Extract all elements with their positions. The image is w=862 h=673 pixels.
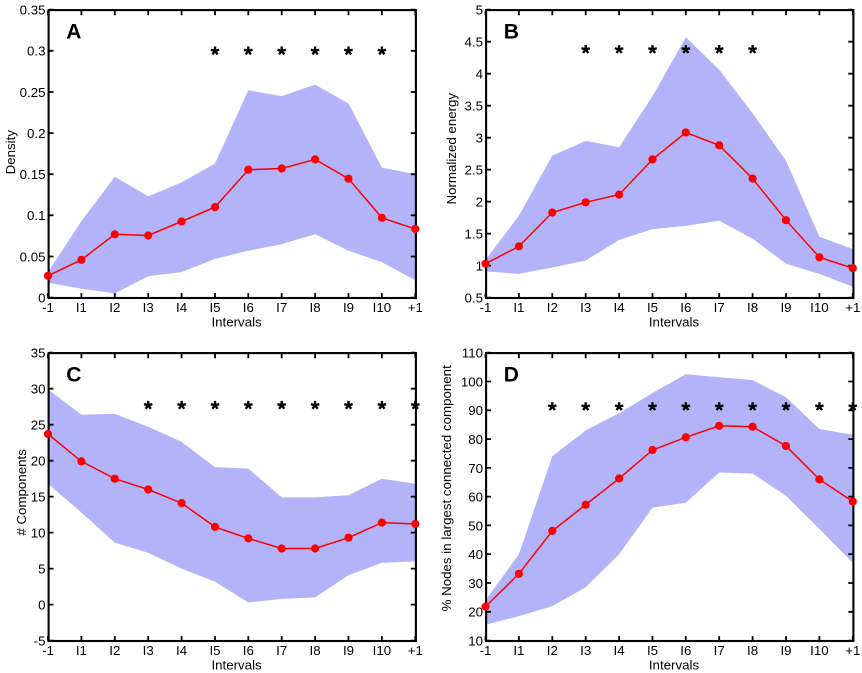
svg-text:3.5: 3.5 <box>465 99 484 114</box>
svg-text:I9: I9 <box>343 300 354 315</box>
svg-text:+1: +1 <box>408 300 423 315</box>
svg-text:2.5: 2.5 <box>465 163 484 178</box>
svg-text:0: 0 <box>38 291 45 306</box>
svg-text:20: 20 <box>468 605 483 620</box>
svg-text:80: 80 <box>468 432 483 447</box>
svg-text:30: 30 <box>468 576 483 591</box>
svg-text:Intervals: Intervals <box>649 658 700 673</box>
svg-text:110: 110 <box>462 346 483 361</box>
svg-text:50: 50 <box>468 518 483 533</box>
svg-text:5: 5 <box>476 3 483 18</box>
svg-text:4: 4 <box>476 67 483 82</box>
svg-text:I2: I2 <box>547 643 558 658</box>
svg-text:I6: I6 <box>680 643 691 658</box>
svg-text:I6: I6 <box>243 300 254 315</box>
svg-text:0.5: 0.5 <box>465 291 484 306</box>
svg-text:I5: I5 <box>647 300 658 315</box>
svg-text:I7: I7 <box>714 300 725 315</box>
svg-text:0.3: 0.3 <box>27 44 46 59</box>
svg-text:I7: I7 <box>714 643 725 658</box>
svg-text:0.35: 0.35 <box>20 3 46 18</box>
svg-text:I5: I5 <box>647 643 658 658</box>
svg-text:% Nodes in largest connected c: % Nodes in largest connected component <box>439 365 454 611</box>
svg-text:100: 100 <box>461 374 483 389</box>
svg-text:I6: I6 <box>680 300 691 315</box>
svg-text:I3: I3 <box>143 300 154 315</box>
svg-text:I8: I8 <box>747 643 758 658</box>
svg-text:90: 90 <box>468 403 483 418</box>
svg-text:I9: I9 <box>343 643 354 658</box>
svg-text:I5: I5 <box>209 643 220 658</box>
svg-text:10: 10 <box>468 634 483 649</box>
svg-text:-1: -1 <box>480 643 492 658</box>
svg-text:I10: I10 <box>373 300 392 315</box>
svg-text:I3: I3 <box>580 643 591 658</box>
svg-text:I1: I1 <box>76 300 87 315</box>
svg-text:35: 35 <box>31 346 46 361</box>
svg-text:I8: I8 <box>310 300 321 315</box>
svg-text:15: 15 <box>31 490 46 505</box>
svg-text:Density: Density <box>3 130 18 175</box>
svg-text:0.1: 0.1 <box>27 208 46 223</box>
svg-text:4.5: 4.5 <box>465 35 484 50</box>
svg-text:B: B <box>504 20 519 43</box>
svg-text:I1: I1 <box>513 643 524 658</box>
svg-text:0.15: 0.15 <box>20 167 46 182</box>
svg-text:2: 2 <box>476 195 483 210</box>
svg-text:I3: I3 <box>580 300 591 315</box>
svg-text:I8: I8 <box>747 300 758 315</box>
svg-text:# Components: # Components <box>14 449 29 536</box>
svg-text:1: 1 <box>476 259 483 274</box>
svg-text:0.25: 0.25 <box>20 85 46 100</box>
svg-text:I9: I9 <box>780 643 791 658</box>
svg-text:I4: I4 <box>176 643 187 658</box>
svg-text:I6: I6 <box>243 643 254 658</box>
svg-text:I4: I4 <box>614 300 625 315</box>
svg-text:I5: I5 <box>209 300 220 315</box>
svg-text:A: A <box>66 20 81 43</box>
svg-text:I1: I1 <box>76 643 87 658</box>
svg-text:30: 30 <box>31 382 46 397</box>
svg-text:I10: I10 <box>810 300 829 315</box>
svg-text:I10: I10 <box>810 643 829 658</box>
svg-text:10: 10 <box>31 526 46 541</box>
svg-text:I9: I9 <box>780 300 791 315</box>
svg-text:-5: -5 <box>34 634 46 649</box>
svg-text:C: C <box>66 363 81 386</box>
svg-text:I8: I8 <box>310 643 321 658</box>
svg-text:0: 0 <box>38 598 45 613</box>
svg-text:70: 70 <box>468 461 483 476</box>
svg-text:I7: I7 <box>276 300 287 315</box>
svg-text:0.05: 0.05 <box>20 249 46 264</box>
svg-text:20: 20 <box>31 454 46 469</box>
svg-text:I2: I2 <box>109 643 120 658</box>
svg-text:I4: I4 <box>614 643 625 658</box>
svg-text:Intervals: Intervals <box>211 315 262 330</box>
svg-text:I7: I7 <box>276 643 287 658</box>
svg-text:+1: +1 <box>845 643 860 658</box>
svg-text:D: D <box>504 363 519 386</box>
svg-text:I2: I2 <box>109 300 120 315</box>
svg-text:-1: -1 <box>42 643 54 658</box>
svg-text:Normalized energy: Normalized energy <box>444 93 459 205</box>
svg-text:I3: I3 <box>143 643 154 658</box>
svg-text:+1: +1 <box>408 643 423 658</box>
svg-text:1.5: 1.5 <box>465 227 484 242</box>
svg-text:3: 3 <box>476 131 483 146</box>
svg-text:-1: -1 <box>42 300 54 315</box>
svg-text:5: 5 <box>38 562 45 577</box>
svg-text:I1: I1 <box>513 300 524 315</box>
svg-text:I2: I2 <box>547 300 558 315</box>
svg-text:25: 25 <box>31 418 46 433</box>
svg-text:+1: +1 <box>845 300 860 315</box>
svg-text:I4: I4 <box>176 300 187 315</box>
svg-text:0.2: 0.2 <box>27 126 46 141</box>
svg-text:40: 40 <box>468 547 483 562</box>
svg-text:Intervals: Intervals <box>649 315 700 330</box>
svg-text:Intervals: Intervals <box>211 658 262 673</box>
svg-text:I10: I10 <box>373 643 392 658</box>
svg-text:-1: -1 <box>480 300 492 315</box>
svg-text:60: 60 <box>468 490 483 505</box>
